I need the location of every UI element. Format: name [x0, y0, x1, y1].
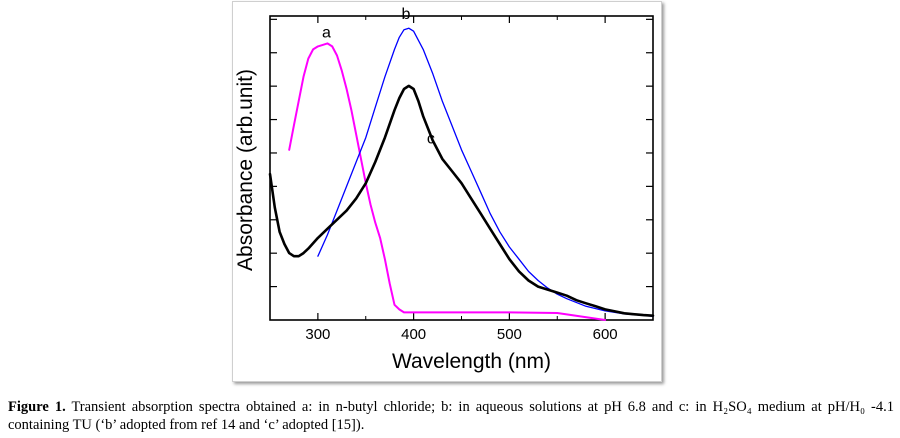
series-b-line [317, 27, 654, 318]
plot-area-frame [269, 15, 654, 321]
caption-label: Figure 1. [8, 399, 66, 415]
series-b-label: b [402, 6, 411, 23]
series-c-label: c [427, 131, 435, 148]
series-a-label: a [322, 24, 331, 41]
y-axis-label: Absorbance (arb.unit) [234, 69, 257, 271]
x-axis-label: Wavelength (nm) [392, 350, 551, 373]
series-a-line [288, 42, 607, 321]
x-tick-label: 600 [593, 326, 618, 343]
chart: 300 400 500 600 Wavelength (nm) Absorbance (a… [234, 6, 655, 373]
x-tick-label: 500 [497, 326, 522, 343]
x-tick-label: 400 [401, 326, 426, 343]
caption-text: Transient absorption spectra obtained a:… [8, 399, 894, 433]
x-tick-label: 300 [305, 326, 330, 343]
series-c-line [268, 84, 655, 318]
figure-frame: 300 400 500 600 Wavelength (nm) Absorbance (a… [232, 1, 662, 382]
figure-caption: Figure 1. Transient absorption spectra o… [8, 398, 894, 434]
